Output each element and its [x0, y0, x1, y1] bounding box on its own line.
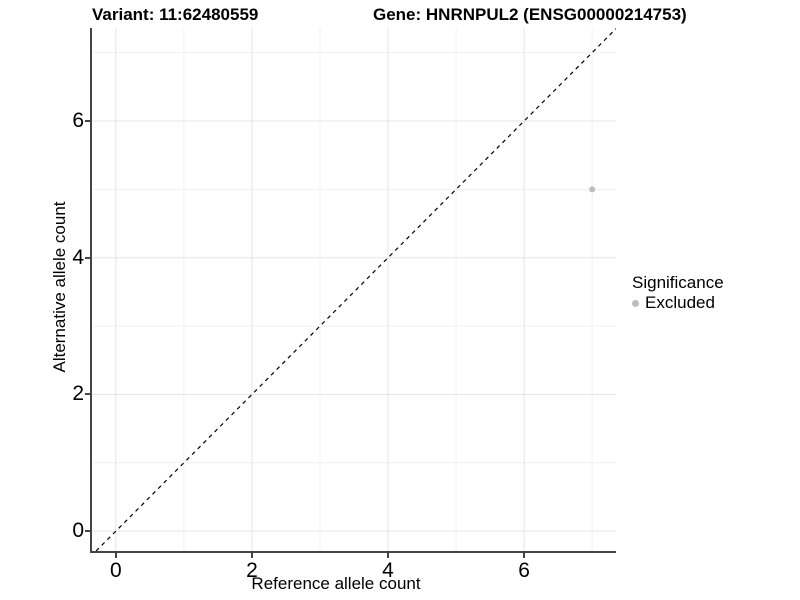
y-tick-mark: [85, 530, 90, 533]
legend-title: Significance: [632, 273, 724, 292]
legend-entry: Excluded: [632, 293, 724, 313]
y-tick-label: 2: [72, 382, 84, 406]
legend-point-icon: [632, 299, 639, 307]
legend-entry-label: Excluded: [645, 293, 715, 312]
plot-panel: [90, 28, 616, 553]
y-tick-mark: [85, 256, 90, 259]
data-point: [589, 186, 596, 193]
x-tick-mark: [250, 553, 253, 558]
x-tick-mark: [387, 553, 390, 558]
y-tick-label: 4: [72, 245, 84, 269]
plot-title-variant: Variant: 11:62480559: [92, 5, 259, 24]
plot-title-gene: Gene: HNRNPUL2 (ENSG00000214753): [373, 5, 687, 24]
x-tick-label: 2: [246, 559, 258, 582]
legend-entries: Excluded: [632, 293, 724, 313]
x-tick-label: 4: [382, 559, 394, 582]
y-tick-mark: [85, 119, 90, 122]
x-tick-label: 0: [109, 559, 122, 582]
x-tick-mark: [114, 553, 117, 558]
y-tick-label: 6: [72, 108, 84, 132]
legend: Significance Excluded: [632, 273, 724, 313]
x-tick-label: 6: [518, 559, 530, 582]
identity-line: [95, 28, 616, 551]
x-tick-mark: [523, 553, 526, 558]
y-axis-title: Alternative allele count: [50, 201, 69, 373]
y-tick-mark: [85, 393, 90, 396]
y-tick-label: 0: [72, 519, 84, 543]
x-axis-title: Reference allele count: [251, 574, 421, 593]
plot-canvas: [92, 28, 616, 551]
